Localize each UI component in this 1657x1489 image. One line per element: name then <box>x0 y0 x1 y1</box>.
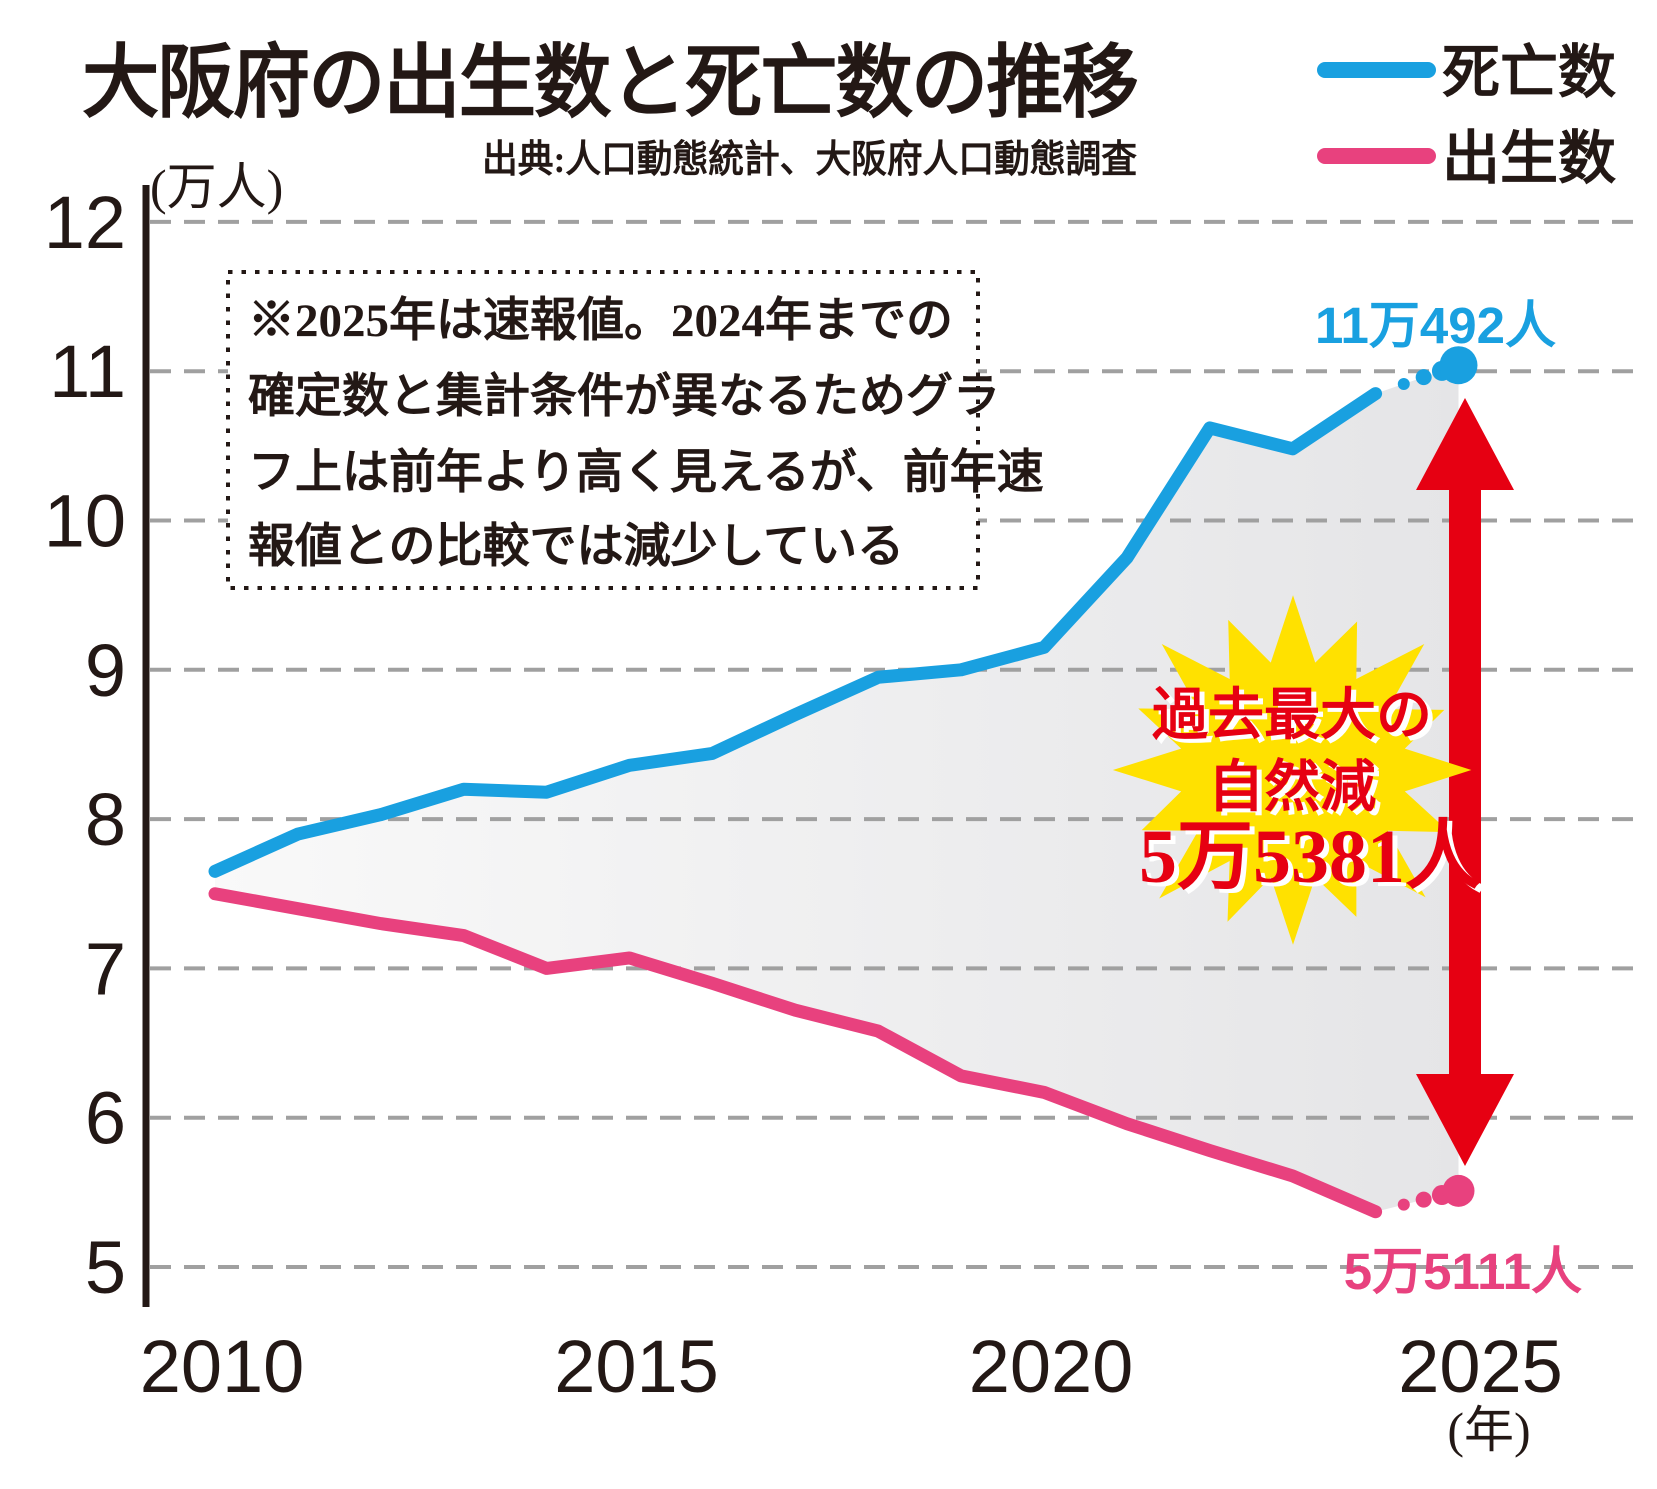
legend-births-label: 出生数 <box>1442 126 1616 191</box>
starburst-badge <box>1112 595 1472 945</box>
x-axis-unit-label: (年) <box>1447 1402 1530 1458</box>
births-2025-value-label: 5万5111人 <box>1344 1243 1582 1300</box>
starburst-shape <box>1112 595 1472 945</box>
starburst-line-1-shadow: 過去最大の <box>1157 689 1437 751</box>
y-tick-12: 12 <box>44 181 126 264</box>
legend: 死亡数 出生数 <box>1317 40 1616 191</box>
births-2025-point <box>1442 1174 1475 1207</box>
note-line-4: 報値との比較では減少している <box>248 521 904 573</box>
starburst-line-1: 過去最大の <box>1152 685 1432 747</box>
note-line-3: フ上は前年より高く見えるが、前年速 <box>248 447 1044 499</box>
births-dotted-segment-dot-2 <box>1415 1191 1432 1208</box>
y-tick-5: 5 <box>85 1226 126 1309</box>
source-note: 出典:人口動態統計、大阪府人口動態調査 <box>482 138 1137 181</box>
y-tick-8: 8 <box>85 778 126 861</box>
y-tick-6: 6 <box>85 1077 126 1160</box>
deaths-births-gap-area <box>215 365 1459 1212</box>
note-box-border <box>226 270 980 590</box>
starburst-line-2: 自然減 <box>1208 757 1376 819</box>
deaths-dotted-segment-dot-2 <box>1415 369 1432 386</box>
starburst-line-2-shadow: 自然減 <box>1213 761 1381 823</box>
births-line <box>208 887 1383 1219</box>
y-axis-unit-label: (万人) <box>150 159 283 215</box>
data-series <box>208 346 1478 1219</box>
note-box: ※2025年は速報値。2024年までの 確定数と集計条件が異なるためグラ フ上は… <box>226 270 1044 590</box>
y-tick-10: 10 <box>44 480 126 563</box>
x-axis-tick-labels: 2010 2015 2020 2025 <box>140 1325 1563 1408</box>
y-tick-11: 11 <box>49 330 126 413</box>
deaths-2025-value-label: 11万492人 <box>1315 297 1556 354</box>
area-fill <box>215 365 1459 1212</box>
deaths-dotted-segment-dot-1 <box>1397 377 1410 390</box>
y-tick-9: 9 <box>85 629 126 712</box>
note-line-1: ※2025年は速報値。2024年までの <box>248 295 953 347</box>
x-tick-2015: 2015 <box>554 1325 719 1408</box>
y-axis-tick-labels: 12 11 10 9 8 7 6 5 <box>44 181 126 1309</box>
x-tick-2025: 2025 <box>1398 1325 1563 1408</box>
x-tick-2020: 2020 <box>969 1325 1134 1408</box>
starburst-line-3-shadow: 5万5381人 <box>1144 819 1486 903</box>
x-tick-2010: 2010 <box>140 1325 305 1408</box>
y-tick-7: 7 <box>85 927 126 1010</box>
legend-deaths-label: 死亡数 <box>1442 40 1616 105</box>
starburst-text: 過去最大の 自然減 5万5381人 過去最大の 自然減 5万5381人 <box>1139 685 1486 903</box>
note-line-2: 確定数と集計条件が異なるためグラ <box>248 371 1000 423</box>
natural-decrease-arrow <box>1416 398 1514 1166</box>
births-dotted-segment-dot-1 <box>1397 1198 1410 1211</box>
deaths-2025-point <box>1439 346 1478 385</box>
starburst-line-3: 5万5381人 <box>1139 815 1481 899</box>
chart-title: 大阪府の出生数と死亡数の推移 <box>82 38 1138 127</box>
deaths-line <box>208 387 1383 878</box>
